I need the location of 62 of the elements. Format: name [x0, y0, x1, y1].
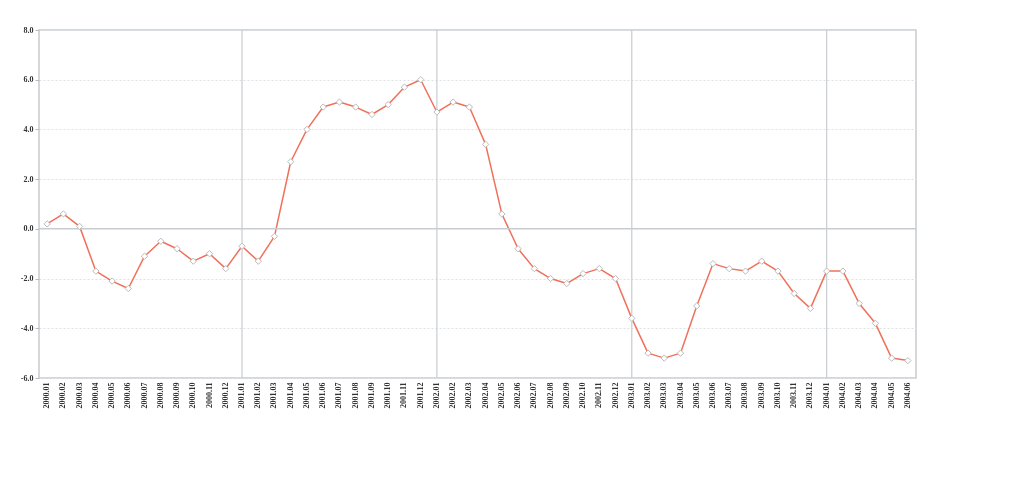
x-tick-label: 2002.04 [480, 382, 490, 409]
y-tick-label: 2.0 [23, 174, 34, 184]
x-tick-label: 2002.08 [545, 382, 555, 409]
y-tick-label: -2.0 [20, 274, 34, 284]
x-tick-label: 2004.02 [837, 382, 847, 409]
x-tick-label: 2002.02 [448, 382, 458, 409]
x-tick-label: 2004.01 [821, 382, 831, 409]
y-tick-label: -4.0 [20, 323, 34, 333]
x-tick-label: 2000.02 [58, 382, 68, 409]
x-tick-label: 2000.07 [139, 382, 149, 409]
x-tick-label: 2002.05 [496, 382, 506, 409]
x-tick-label: 2000.06 [123, 382, 133, 409]
x-tick-label: 2002.06 [513, 382, 523, 409]
x-tick-label: 2001.11 [399, 382, 409, 409]
x-tick-label: 2000.09 [172, 382, 182, 409]
x-tick-label: 2003.08 [740, 382, 750, 409]
x-tick-label: 2000.12 [220, 382, 230, 409]
y-tick-label: 6.0 [23, 75, 34, 85]
x-tick-label: 2003.05 [691, 382, 701, 409]
x-tick-label: 2001.08 [350, 382, 360, 409]
x-tick-label: 2003.06 [707, 382, 717, 409]
x-tick-label: 2003.12 [805, 382, 815, 409]
x-tick-label: 2004.04 [870, 382, 880, 409]
x-tick-label: 2000.01 [42, 382, 52, 409]
x-tick-label: 2003.01 [626, 382, 636, 409]
x-tick-label: 2001.03 [269, 382, 279, 409]
y-tick-label: 0.0 [23, 224, 34, 234]
x-tick-label: 2004.06 [902, 382, 912, 409]
x-tick-label: 2002.01 [431, 382, 441, 409]
x-tick-label: 2002.03 [464, 382, 474, 409]
x-tick-label: 2001.06 [318, 382, 328, 409]
x-tick-label: 2000.05 [107, 382, 117, 409]
x-tick-label: 2003.07 [724, 382, 734, 409]
x-tick-label: 2000.04 [90, 382, 100, 409]
y-tick-label: 8.0 [23, 25, 34, 35]
y-tick-label: -6.0 [20, 373, 34, 383]
x-tick-label: 2003.11 [789, 382, 799, 409]
x-tick-label: 2004.05 [886, 382, 896, 409]
x-tick-label: 2001.05 [301, 382, 311, 409]
x-tick-label: 2004.03 [854, 382, 864, 409]
x-tick-label: 2002.12 [610, 382, 620, 409]
x-tick-label: 2001.07 [334, 382, 344, 409]
x-tick-label: 2000.03 [74, 382, 84, 409]
x-tick-label: 2003.02 [643, 382, 653, 409]
x-tick-label: 2001.09 [366, 382, 376, 409]
x-tick-label: 2002.09 [561, 382, 571, 409]
x-tick-label: 2003.03 [659, 382, 669, 409]
x-tick-label: 2001.02 [253, 382, 263, 409]
x-tick-label: 2001.10 [383, 382, 393, 409]
x-tick-label: 2001.01 [237, 382, 247, 409]
x-tick-label: 2000.10 [188, 382, 198, 409]
x-tick-label: 2003.09 [756, 382, 766, 409]
x-tick-label: 2003.10 [772, 382, 782, 409]
x-tick-label: 2001.04 [285, 382, 295, 409]
x-tick-label: 2002.11 [594, 382, 604, 409]
y-tick-label: 4.0 [23, 124, 34, 134]
x-tick-label: 2000.11 [204, 382, 214, 409]
x-tick-label: 2002.10 [578, 382, 588, 409]
x-tick-label: 2002.07 [529, 382, 539, 409]
x-tick-label: 2000.08 [155, 382, 165, 409]
x-tick-label: 2001.12 [415, 382, 425, 409]
x-tick-label: 2003.04 [675, 382, 685, 409]
